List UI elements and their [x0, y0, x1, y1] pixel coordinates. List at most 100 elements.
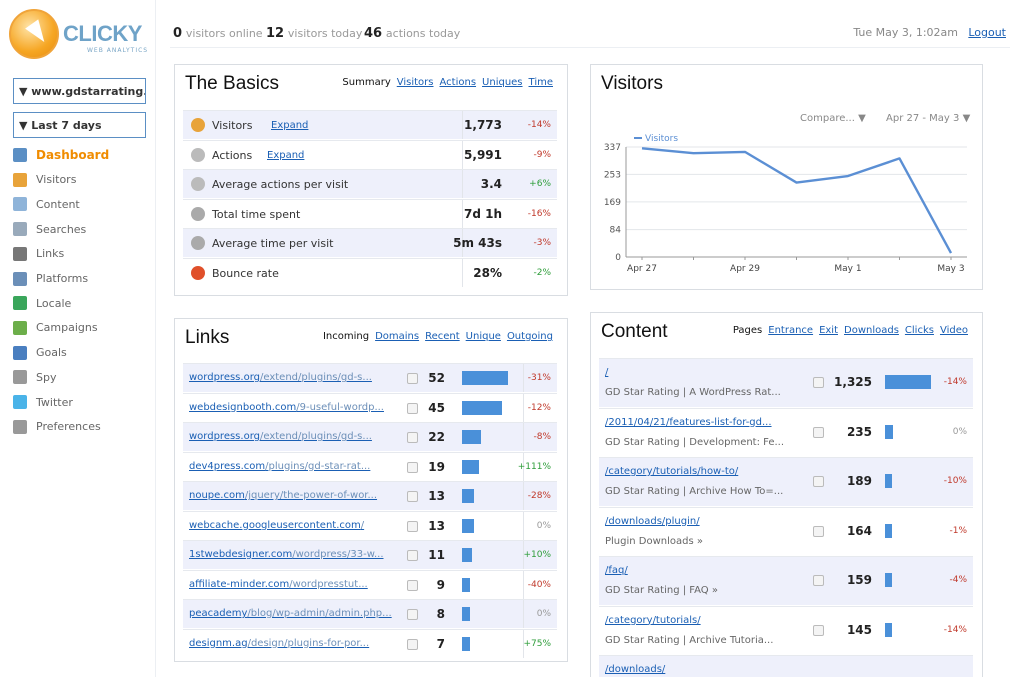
change-badge: -31% [527, 373, 551, 383]
open-link-icon[interactable] [407, 491, 418, 502]
change-badge: +10% [523, 550, 551, 560]
page-path-link[interactable]: /faq/ [605, 565, 628, 576]
tab-uniques[interactable]: Uniques [482, 77, 523, 88]
referrer-link[interactable]: noupe.com/jquery/the-power-of-wor... [189, 490, 377, 501]
series-line-visitors [641, 147, 953, 254]
expand-link[interactable]: Expand [267, 149, 305, 161]
tab-summary[interactable]: Summary [342, 77, 391, 88]
referrer-link[interactable]: wordpress.org/extend/plugins/gd-s... [189, 372, 372, 383]
referrer-link[interactable]: designm.ag/design/plugins-for-por... [189, 638, 369, 649]
open-link-icon[interactable] [407, 432, 418, 443]
count-bar [462, 371, 508, 385]
tab-entrance[interactable]: Entrance [768, 325, 814, 336]
referrer-link[interactable]: webcache.googleusercontent.com/ [189, 520, 364, 531]
links-icon [13, 246, 27, 261]
page-title: GD Star Rating | FAQ » [605, 585, 718, 596]
basics-row: Average time per visit 5m 43s -3% [183, 228, 557, 257]
open-page-icon[interactable] [813, 377, 824, 388]
page-path-link[interactable]: /category/tutorials/how-to/ [605, 466, 739, 477]
expand-link[interactable]: Expand [271, 120, 309, 131]
open-page-icon[interactable] [813, 476, 824, 487]
count-bar [462, 577, 470, 592]
nav-item-locale[interactable]: Locale [13, 293, 71, 313]
online-label: visitors online [185, 27, 263, 40]
open-link-icon[interactable] [407, 609, 418, 620]
basics-row: Actions Expand 5,991 -9% [183, 139, 557, 169]
nav-item-dashboard[interactable]: Dashboard [13, 145, 109, 165]
nav-item-spy[interactable]: Spy [13, 367, 56, 387]
open-link-icon[interactable] [407, 520, 418, 532]
tab-actions[interactable]: Actions [439, 77, 477, 88]
clock-icon [191, 206, 205, 221]
cursor-logo-icon [9, 9, 59, 59]
page-path-link[interactable]: /downloads/plugin/ [605, 515, 700, 527]
nav-item-links[interactable]: Links [13, 244, 64, 264]
open-link-icon[interactable] [407, 373, 418, 384]
compare-dropdown[interactable]: Compare... ▼ [800, 113, 866, 124]
referrer-count: 52 [428, 371, 445, 385]
tab-recent[interactable]: Recent [425, 331, 460, 342]
open-link-icon[interactable] [407, 550, 418, 561]
links-row: wordpress.org/extend/plugins/gd-s... 52 -3… [183, 363, 557, 392]
change-badge: -4% [949, 575, 967, 585]
column-divider [462, 140, 463, 169]
tab-video[interactable]: Video [939, 325, 968, 336]
tab-domains[interactable]: Domains [375, 331, 420, 342]
y-tick-label: 0 [615, 253, 621, 263]
count-bar [462, 400, 502, 415]
tab-clicks[interactable]: Clicks [904, 325, 934, 336]
tab-time[interactable]: Time [528, 77, 553, 88]
page-path-link[interactable]: /downloads/ [605, 664, 666, 675]
open-page-icon[interactable] [813, 525, 824, 537]
top-bar: 0 visitors online 12 visitors today 46 a… [170, 20, 1010, 48]
nav-item-preferences[interactable]: Preferences [13, 417, 101, 437]
tab-incoming[interactable]: Incoming [322, 331, 370, 342]
referrer-link[interactable]: affiliate-minder.com/wordpresstut... [189, 579, 368, 590]
open-link-icon[interactable] [407, 579, 418, 591]
nav-item-searches[interactable]: Searches [13, 219, 86, 239]
basics-label: Bounce rate [212, 266, 279, 280]
chart-range-dropdown[interactable]: Apr 27 - May 3 ▼ [886, 113, 971, 124]
open-page-icon[interactable] [813, 575, 824, 586]
date-range-select[interactable]: ▼ Last 7 days [13, 112, 146, 138]
nav-item-goals[interactable]: Goals [13, 343, 67, 363]
page-path-link[interactable]: / [605, 367, 609, 378]
logout-link[interactable]: Logout [968, 26, 1006, 39]
open-link-icon[interactable] [407, 402, 418, 414]
page-path-link[interactable]: /category/tutorials/ [605, 614, 701, 626]
change-badge: -2% [533, 267, 551, 278]
referrer-path: /extend/plugins/gd-s... [259, 372, 372, 383]
nav-item-platforms[interactable]: Platforms [13, 269, 88, 289]
tab-unique[interactable]: Unique [465, 331, 501, 342]
current-datetime: Tue May 3, 1:02am [853, 26, 958, 39]
referrer-path: /plugins/gd-star-rat... [265, 460, 371, 472]
tab-visitors[interactable]: Visitors [396, 77, 434, 88]
tab-exit[interactable]: Exit [819, 325, 838, 336]
open-page-icon[interactable] [813, 624, 824, 636]
nav-item-visitors[interactable]: Visitors [13, 170, 76, 190]
site-select[interactable]: ▼ www.gdstarrating.com [13, 78, 146, 104]
tab-outgoing[interactable]: Outgoing [506, 331, 553, 342]
referrer-link[interactable]: webdesignbooth.com/9-useful-wordp... [189, 402, 384, 413]
count-bar [462, 636, 470, 651]
nav-item-content[interactable]: Content [13, 194, 80, 214]
nav-item-twitter[interactable]: Twitter [13, 392, 73, 412]
open-link-icon[interactable] [407, 638, 418, 650]
tab-downloads[interactable]: Downloads [844, 325, 899, 336]
referrer-link[interactable]: wordpress.org/extend/plugins/gd-s... [189, 431, 372, 442]
count-bar [462, 430, 482, 444]
tab-pages[interactable]: Pages [732, 325, 763, 336]
open-page-icon[interactable] [813, 426, 824, 438]
column-divider [523, 393, 524, 422]
count-bar [885, 474, 892, 488]
referrer-link[interactable]: 1stwebdesigner.com/wordpress/33-w... [189, 549, 384, 560]
nav-item-campaigns[interactable]: Campaigns [13, 318, 98, 338]
count-bar [462, 607, 470, 621]
referrer-link[interactable]: peacademy/blog/wp-admin/admin.php... [189, 608, 392, 619]
y-tick-label: 169 [604, 198, 621, 208]
open-link-icon[interactable] [407, 461, 418, 473]
page-path-link[interactable]: /2011/04/21/features-list-for-gd... [605, 416, 772, 428]
clicky-logo[interactable]: CLICKY WEB ANALYTICS [9, 9, 149, 63]
nav-item-label: Links [36, 247, 65, 261]
referrer-link[interactable]: dev4press.com/plugins/gd-star-rat... [189, 461, 370, 472]
